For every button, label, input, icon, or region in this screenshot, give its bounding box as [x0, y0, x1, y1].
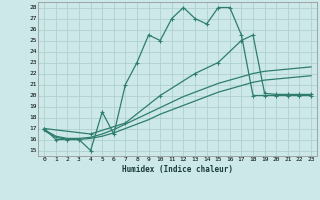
X-axis label: Humidex (Indice chaleur): Humidex (Indice chaleur): [122, 165, 233, 174]
